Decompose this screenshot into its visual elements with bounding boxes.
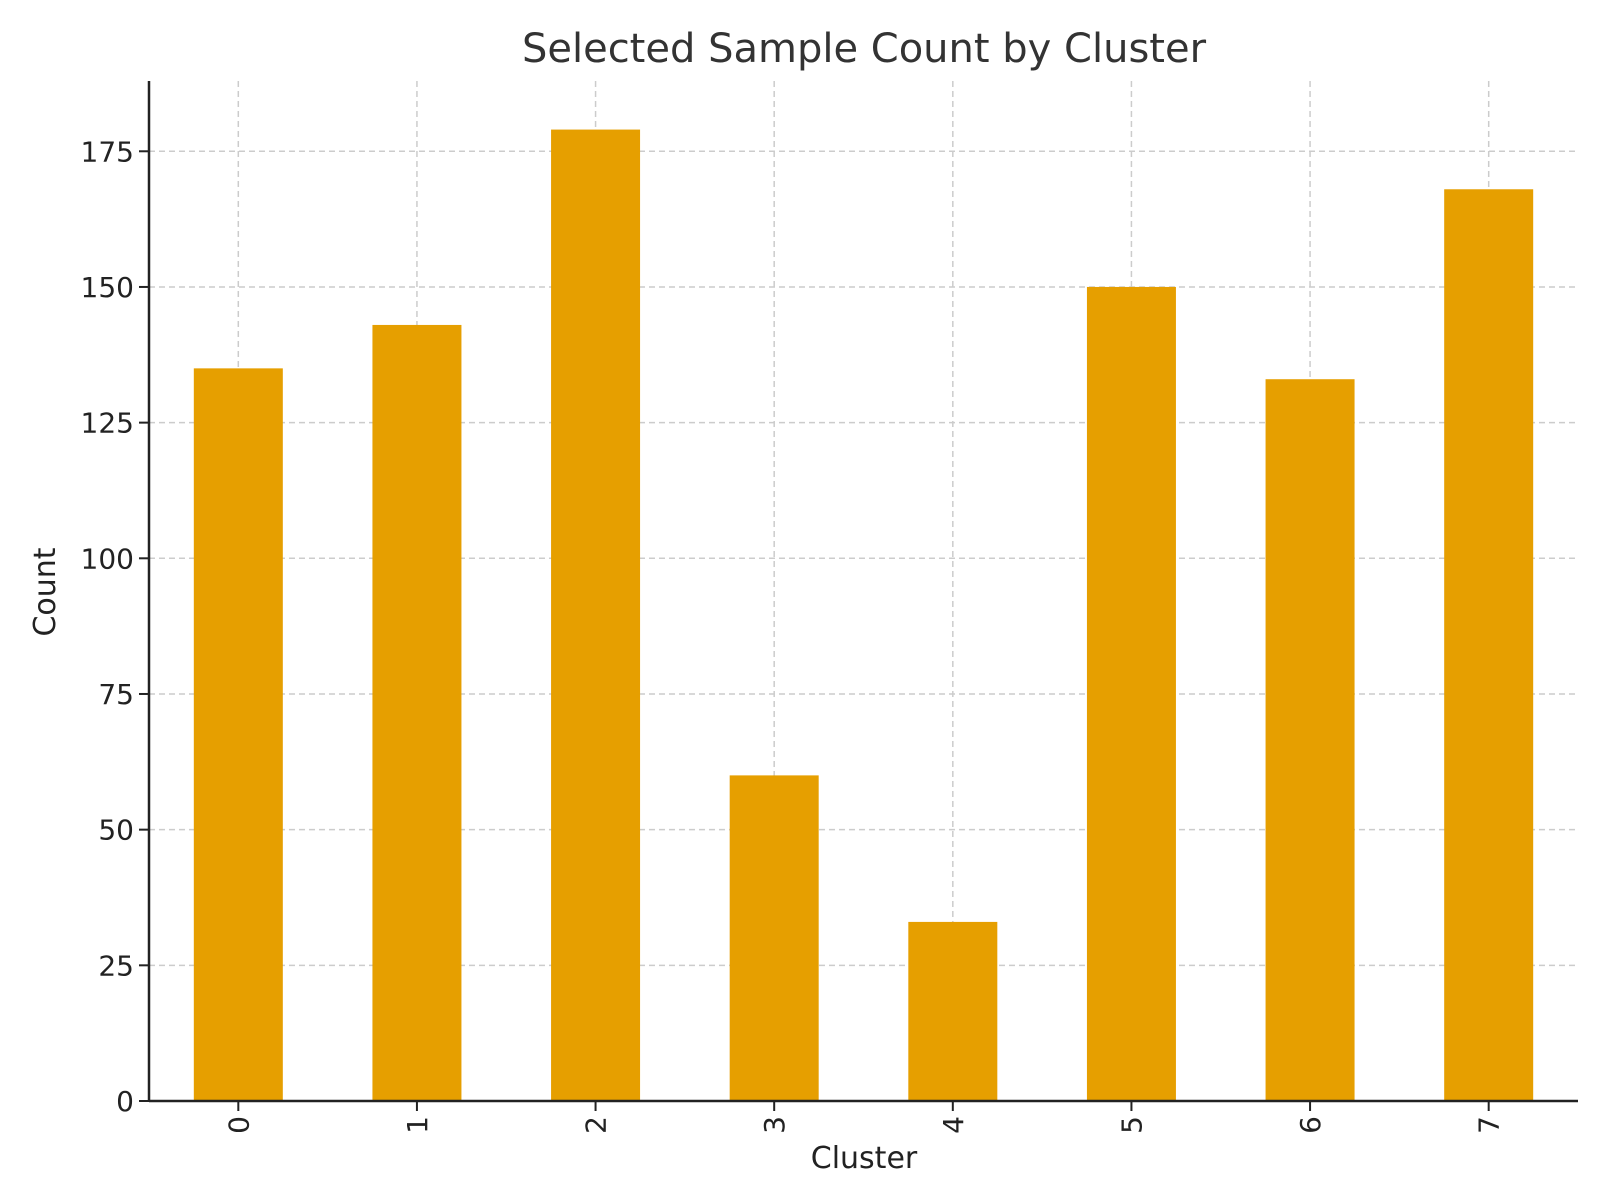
y-tick-label: 75 [98,678,134,711]
y-tick-label: 125 [81,407,134,440]
x-axis-label: Cluster [811,1141,918,1176]
bars [193,129,1534,1102]
bar-cluster-4 [908,921,998,1101]
bar-cluster-2 [551,129,641,1102]
x-tick-label: 1 [401,1116,434,1134]
y-tick-label: 0 [116,1085,134,1118]
grid [149,81,1578,1101]
bar-cluster-6 [1265,379,1355,1101]
y-tick-label: 25 [98,949,134,982]
y-tick-label: 175 [81,135,134,168]
bar-cluster-1 [372,324,462,1102]
axes [139,81,1578,1111]
x-tick-label: 3 [758,1116,791,1134]
x-tick-label: 0 [222,1116,255,1134]
x-tick-label: 6 [1294,1116,1327,1134]
y-tick-label: 100 [81,542,134,575]
tick-labels: 0 25 50 75 100 125 150 175 0 1 2 3 4 5 6 7 [81,135,1506,1134]
bar-cluster-3 [729,775,819,1101]
bar-cluster-5 [1086,286,1176,1101]
x-tick-label: 7 [1473,1116,1506,1134]
x-tick-label: 2 [580,1116,613,1134]
y-axis-label: Count [28,547,63,636]
y-tick-label: 50 [98,814,134,847]
chart-title: Selected Sample Count by Cluster [522,26,1207,72]
bar-cluster-7 [1444,189,1534,1101]
x-tick-label: 4 [937,1116,970,1134]
bar-cluster-0 [193,368,283,1101]
x-tick-label: 5 [1115,1116,1148,1134]
y-tick-label: 150 [81,271,134,304]
